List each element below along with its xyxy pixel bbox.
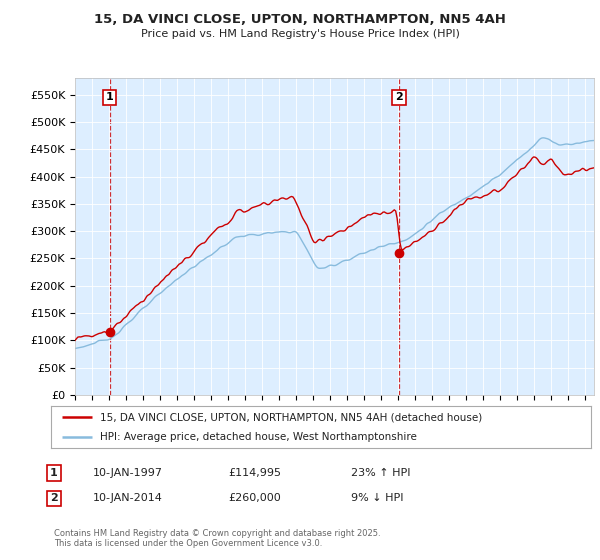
Text: 15, DA VINCI CLOSE, UPTON, NORTHAMPTON, NN5 4AH: 15, DA VINCI CLOSE, UPTON, NORTHAMPTON, …	[94, 13, 506, 26]
Text: HPI: Average price, detached house, West Northamptonshire: HPI: Average price, detached house, West…	[100, 432, 416, 442]
Text: Contains HM Land Registry data © Crown copyright and database right 2025.
This d: Contains HM Land Registry data © Crown c…	[54, 529, 380, 548]
Text: £114,995: £114,995	[228, 468, 281, 478]
Text: 2: 2	[50, 493, 58, 503]
Text: 15, DA VINCI CLOSE, UPTON, NORTHAMPTON, NN5 4AH (detached house): 15, DA VINCI CLOSE, UPTON, NORTHAMPTON, …	[100, 412, 482, 422]
Text: 1: 1	[106, 92, 113, 102]
Text: 23% ↑ HPI: 23% ↑ HPI	[351, 468, 410, 478]
Text: 10-JAN-1997: 10-JAN-1997	[93, 468, 163, 478]
Text: 1: 1	[50, 468, 58, 478]
Text: Price paid vs. HM Land Registry's House Price Index (HPI): Price paid vs. HM Land Registry's House …	[140, 29, 460, 39]
Text: 9% ↓ HPI: 9% ↓ HPI	[351, 493, 404, 503]
Text: 2: 2	[395, 92, 403, 102]
Text: 10-JAN-2014: 10-JAN-2014	[93, 493, 163, 503]
Text: £260,000: £260,000	[228, 493, 281, 503]
